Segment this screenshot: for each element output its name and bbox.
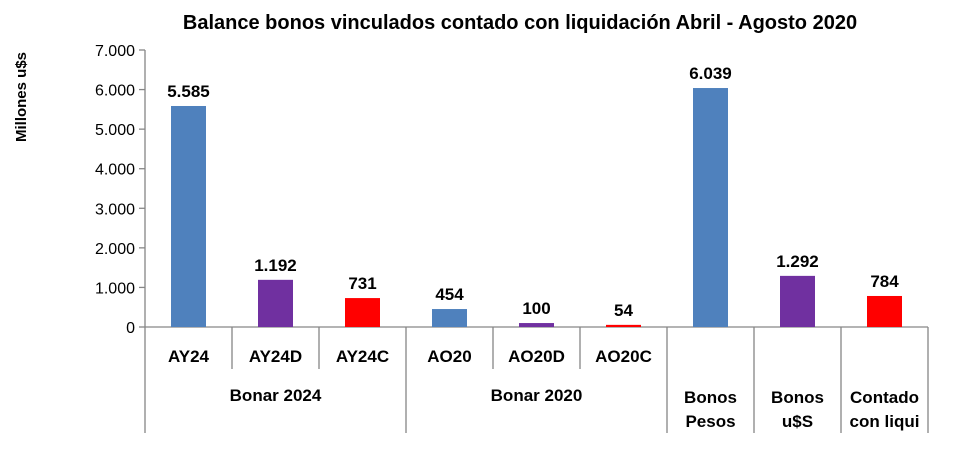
- bar-AY24C: [345, 298, 380, 327]
- y-tick-label: 1.000: [95, 280, 135, 297]
- data-label: 5.585: [167, 82, 210, 101]
- y-tick-label: 4.000: [95, 162, 135, 179]
- y-tick-label: 2.000: [95, 241, 135, 258]
- y-tick-label: 5.000: [95, 122, 135, 139]
- bar-Bonos Pesos: [693, 88, 728, 328]
- y-tick-label: 3.000: [95, 201, 135, 218]
- x-category-label: AO20C: [595, 347, 652, 366]
- data-label: 54: [614, 301, 633, 320]
- chart-title: Balance bonos vinculados contado con liq…: [183, 12, 857, 34]
- x-group-label: con liqui: [850, 412, 920, 431]
- x-group-label: Contado: [850, 388, 919, 407]
- data-label: 1.292: [776, 252, 819, 271]
- data-label: 1.192: [254, 256, 297, 275]
- x-category-label: AO20: [427, 347, 471, 366]
- bars: 5.585 1.192 731 454 100 54 6.039 1.292 784: [167, 64, 902, 328]
- bar-Contado con liqui: [867, 295, 902, 327]
- data-label: 454: [435, 285, 464, 304]
- bar-AY24: [171, 105, 206, 328]
- bar-Bonos u$S: [780, 275, 815, 327]
- bar-AO20D: [519, 323, 554, 327]
- x-group-label: Bonar 2024: [230, 386, 322, 405]
- y-tick-label: 6.000: [95, 83, 135, 100]
- data-label: 6.039: [689, 64, 732, 83]
- x-group-label: Bonos: [771, 388, 824, 407]
- axes: 0 1.000 2.000 3.000 4.000 5.000 6.000 7.000 AY24…: [95, 43, 929, 433]
- bar-AY24D: [258, 279, 293, 327]
- y-tick-label: 0: [126, 320, 135, 337]
- x-category-label: AY24C: [336, 347, 389, 366]
- y-axis-label: Millones u$s: [13, 52, 30, 142]
- x-group-label: u$S: [782, 412, 813, 431]
- y-tick-label: 7.000: [95, 43, 135, 60]
- x-category-label: AY24: [168, 347, 210, 366]
- data-label: 784: [870, 272, 899, 291]
- x-category-label: AY24D: [249, 347, 302, 366]
- data-label: 731: [348, 274, 376, 293]
- x-group-label: Bonar 2020: [491, 386, 583, 405]
- bar-AO20: [432, 309, 467, 327]
- x-group-label: Pesos: [685, 412, 735, 431]
- data-label: 100: [522, 299, 550, 318]
- bar-AO20C: [606, 324, 641, 327]
- x-group-label: Bonos: [684, 388, 737, 407]
- x-category-label: AO20D: [508, 347, 565, 366]
